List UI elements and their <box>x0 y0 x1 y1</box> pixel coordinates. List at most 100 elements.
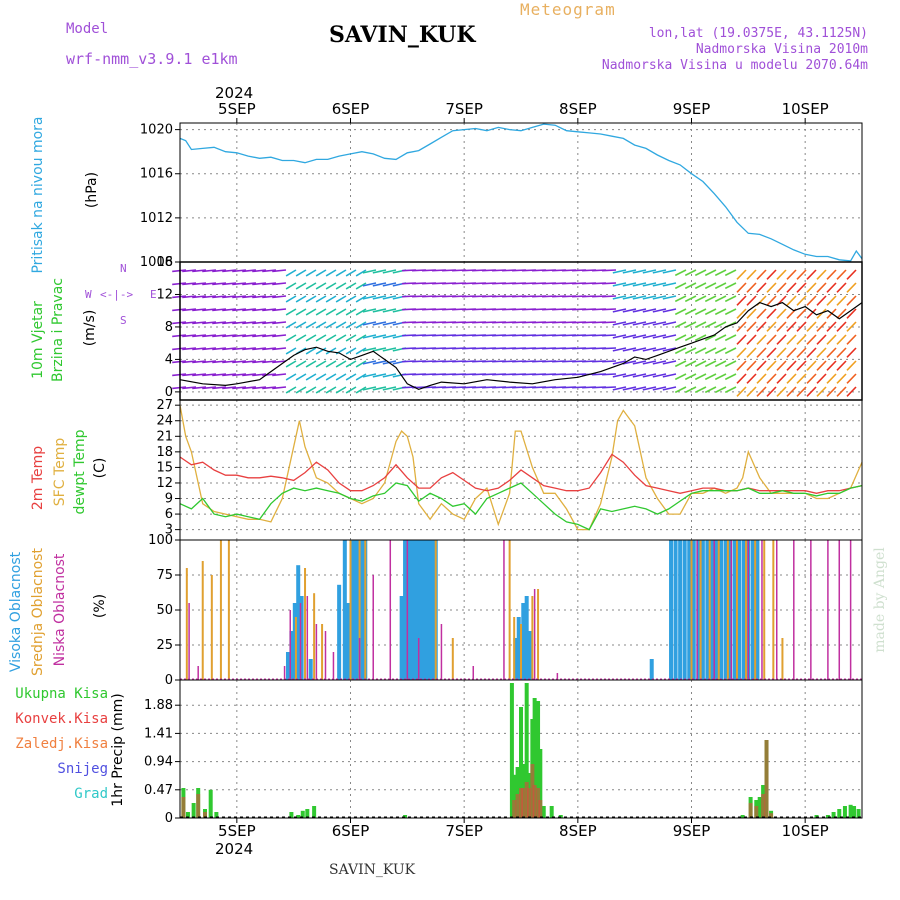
total-precip-bar <box>515 767 520 818</box>
low-cloud-bar <box>472 666 475 680</box>
convective-precip-bar <box>532 785 537 818</box>
y-tick-label: 24 <box>156 414 173 429</box>
y-tick-label: 0.94 <box>144 755 173 770</box>
y-tick-label: 15 <box>156 460 173 475</box>
low-cloud-bar <box>696 540 698 680</box>
mid-cloud-bar <box>349 540 352 680</box>
y-tick-label: 25 <box>156 638 173 653</box>
year-label-bottom: 2024 <box>215 840 254 858</box>
total-precip-bar <box>509 683 514 818</box>
altitude-label: Nadmorska Visina 2010m <box>695 42 868 57</box>
high-cloud-bar <box>416 540 421 680</box>
high-cloud-bar <box>678 540 683 680</box>
low-cloud-bar <box>730 540 733 680</box>
high-cloud-bar <box>691 540 696 680</box>
high-cloud-bar <box>669 540 674 680</box>
high-cloud-bar <box>337 584 342 680</box>
high-cloud-bar <box>308 659 313 680</box>
x-day-label-top: 8SEP <box>559 100 597 118</box>
x-day-label-top: 10SEP <box>782 100 829 118</box>
dewpt-line <box>179 482 863 531</box>
high-cloud-bar <box>737 540 742 680</box>
high-cloud-bar <box>426 540 431 680</box>
high-cloud-bar <box>359 540 364 680</box>
low-cloud-bar <box>440 624 443 680</box>
total-precip-bar <box>191 803 196 818</box>
total-precip-bar <box>757 797 762 818</box>
high-cloud-bar <box>719 540 724 680</box>
mid-cloud-bar <box>726 540 729 680</box>
mid-cloud-bar <box>219 540 222 680</box>
low-cloud-bar <box>503 540 505 680</box>
total-precip-bar <box>185 812 190 818</box>
legend-total-rain: Ukupna Kisa <box>15 686 108 702</box>
x-day-label-top: 5SEP <box>218 100 256 118</box>
low-cloud-bar <box>810 540 812 680</box>
convective-precip-bar <box>526 788 531 818</box>
convective-precip-bar <box>536 788 541 818</box>
high-cloud-bar <box>353 540 358 680</box>
y-tick-label: 75 <box>156 568 173 583</box>
low-cloud-bar <box>299 603 302 680</box>
high-cloud-bar <box>705 540 710 680</box>
convective-precip-bar <box>748 803 753 818</box>
wind-barbs <box>172 269 857 397</box>
low-cloud-bar <box>324 631 327 680</box>
mid-cloud-bar <box>772 540 775 680</box>
legend-freezing: Zaledj.Kisa <box>15 736 108 752</box>
low-cloud-bar <box>417 638 420 680</box>
total-precip-bar <box>848 804 853 818</box>
high-cloud-bar <box>285 652 290 680</box>
panel-frame <box>179 122 863 263</box>
mid-cloud-bar <box>781 638 784 680</box>
y-tick-label: 3 <box>165 523 173 538</box>
convective-precip-bar <box>181 797 186 818</box>
mid-cloud-bar <box>304 568 307 680</box>
y-tick-label: 1020 <box>140 123 173 138</box>
high-cloud-bar <box>516 617 521 680</box>
y-tick-label: 12 <box>156 476 173 491</box>
y-tick-label: 8 <box>165 320 173 335</box>
high-cloud-bar <box>732 540 737 680</box>
high-cloud-bar <box>403 540 408 680</box>
model-altitude-label: Nadmorska Visina u modelu 2070.64m <box>601 58 868 73</box>
convective-precip-bar <box>761 794 766 818</box>
wind-key-n: N <box>120 262 127 275</box>
mid-cloud-bar <box>537 589 540 680</box>
mid-cloud-bar <box>520 624 522 680</box>
mid-cloud-bar <box>210 575 213 680</box>
y-tick-label: 0 <box>165 673 173 688</box>
low-cloud-bar <box>358 638 361 680</box>
low-cloud-bar <box>838 540 841 680</box>
y-tick-label: 9 <box>165 492 173 507</box>
y-tick-label: 12 <box>156 287 173 302</box>
y-tick-label: 6 <box>165 507 173 522</box>
total-precip-bar <box>856 809 861 818</box>
mid-cloud-bar <box>294 617 297 680</box>
high-cloud-bar <box>346 603 351 680</box>
wind-key-arrows: <-|-> <box>100 288 134 301</box>
high-cloud-bar <box>420 540 425 680</box>
total-precip-bar <box>305 809 310 818</box>
x-day-label-bottom: 10SEP <box>782 822 829 840</box>
mid-cloud-bar <box>313 593 316 680</box>
mid-cloud-bar <box>364 540 367 680</box>
high-cloud-bar <box>682 540 687 680</box>
mid-cloud-bar <box>321 624 324 680</box>
mid-cloud-bar <box>745 540 748 680</box>
low-cloud-bar <box>283 666 286 680</box>
low-cloud-bar <box>332 652 335 680</box>
total-precip-bar <box>214 812 219 818</box>
convective-precip-bar <box>515 794 520 818</box>
panel-frame <box>179 679 863 819</box>
high-cloud-bar <box>750 540 755 680</box>
convective-precip-bar <box>521 788 526 818</box>
high-cloud-bar <box>524 596 529 680</box>
total-precip-bar <box>524 683 529 818</box>
high-cloud-bar <box>423 540 428 680</box>
year-label-top: 2024 <box>215 84 254 102</box>
high-cloud-bar <box>528 631 533 680</box>
y-tick-label: 0 <box>165 811 173 826</box>
footer-station: SAVIN_KUK <box>329 862 416 878</box>
y-tick-label: 4 <box>165 352 173 367</box>
